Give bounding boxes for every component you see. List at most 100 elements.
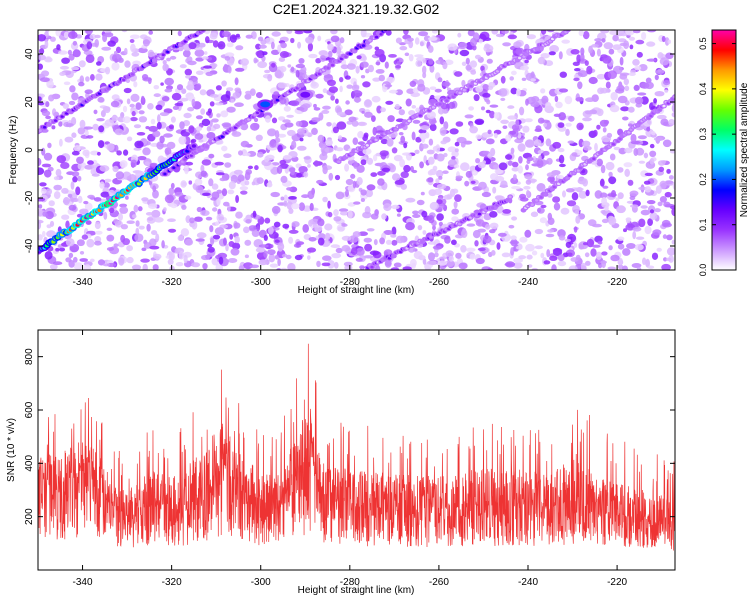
noise-blob [624, 147, 633, 154]
noise-blob [432, 245, 443, 250]
noise-blob [551, 264, 557, 270]
colorbar-ticks: 0.0 0.1 0.2 0.3 0.4 0.5 [698, 37, 736, 276]
noise-blob [636, 266, 642, 270]
noise-blob [565, 188, 575, 193]
noise-blob [307, 164, 311, 168]
noise-blob [38, 197, 46, 202]
noise-blob [280, 196, 285, 201]
noise-blob [256, 151, 264, 158]
noise-blob [268, 253, 276, 263]
noise-blob [559, 163, 566, 168]
noise-blob [365, 189, 374, 198]
noise-blob [498, 162, 508, 171]
noise-blob [81, 234, 89, 240]
noise-blob [372, 126, 377, 136]
noise-blob [183, 112, 192, 119]
noise-blob [44, 40, 49, 49]
noise-blob [102, 30, 113, 33]
noise-blob [214, 102, 224, 106]
noise-blob [38, 102, 45, 106]
noise-blob [106, 247, 115, 251]
noise-blob [525, 243, 535, 252]
ridge-cell [401, 123, 405, 127]
noise-blob [533, 139, 542, 147]
noise-blob [71, 150, 80, 156]
noise-blob [372, 77, 381, 82]
noise-blob [90, 74, 95, 81]
noise-blob [663, 201, 671, 208]
noise-blob [290, 37, 295, 44]
noise-blob [216, 139, 224, 145]
noise-blob [594, 142, 598, 152]
noise-blob [654, 74, 659, 81]
noise-blob [634, 243, 644, 251]
noise-blob [301, 194, 310, 199]
noise-blob [315, 93, 324, 99]
noise-blob [52, 261, 63, 266]
noise-blob [234, 87, 241, 93]
noise-blob [152, 130, 161, 138]
noise-blob [605, 161, 615, 171]
noise-blob [398, 109, 405, 116]
noise-blob [77, 195, 83, 204]
noise-blob [131, 264, 142, 270]
noise-blob [565, 241, 572, 248]
noise-blob [133, 204, 139, 213]
noise-blob [411, 105, 417, 109]
noise-blob [531, 267, 538, 270]
noise-blob [513, 262, 523, 269]
noise-blob [177, 235, 184, 242]
noise-blob [585, 260, 591, 266]
ridge-cell [161, 53, 165, 56]
noise-blob [536, 159, 544, 169]
noise-blob [277, 258, 281, 267]
ridge-cell [477, 212, 482, 216]
noise-blob [104, 178, 112, 183]
noise-blob [68, 100, 76, 106]
noise-blob [665, 257, 672, 262]
noise-blob [435, 178, 440, 184]
noise-blob [195, 115, 203, 120]
noise-blob [287, 64, 292, 68]
noise-blob [573, 187, 584, 191]
noise-blob [45, 188, 53, 195]
noise-blob [234, 77, 239, 86]
noise-blob [466, 223, 476, 227]
noise-blob [90, 150, 100, 156]
ridge-cell [445, 99, 449, 102]
noise-blob [417, 225, 423, 231]
noise-blob [391, 147, 398, 154]
noise-blob [279, 51, 289, 58]
noise-blob [647, 265, 655, 269]
noise-blob [138, 110, 145, 115]
noise-blob [274, 69, 282, 79]
noise-blob [247, 165, 253, 170]
noise-blob [664, 89, 669, 94]
noise-blob [131, 110, 136, 117]
x-tick-label: -300 [251, 577, 271, 588]
noise-blob [49, 263, 58, 270]
ridge-cell [407, 119, 411, 123]
noise-blob [310, 81, 319, 89]
noise-blob [640, 82, 650, 89]
noise-blob [362, 81, 371, 88]
noise-blob [522, 125, 530, 133]
noise-blob [375, 69, 385, 74]
figure-title: C2E1.2024.321.19.32.G02 [273, 1, 440, 17]
noise-blob [221, 188, 228, 197]
ridge-cell [392, 254, 396, 258]
noise-blob [519, 106, 525, 116]
noise-blob [68, 204, 77, 211]
noise-blob [609, 104, 620, 113]
noise-blob [567, 140, 575, 144]
noise-blob [277, 144, 283, 153]
noise-blob [210, 237, 215, 245]
noise-blob [126, 136, 133, 142]
noise-blob [643, 152, 649, 159]
noise-blob [601, 38, 606, 43]
noise-blob [422, 65, 427, 75]
noise-blob [439, 127, 447, 136]
noise-blob [616, 205, 626, 214]
noise-blob [360, 189, 367, 196]
noise-blob [646, 58, 657, 62]
